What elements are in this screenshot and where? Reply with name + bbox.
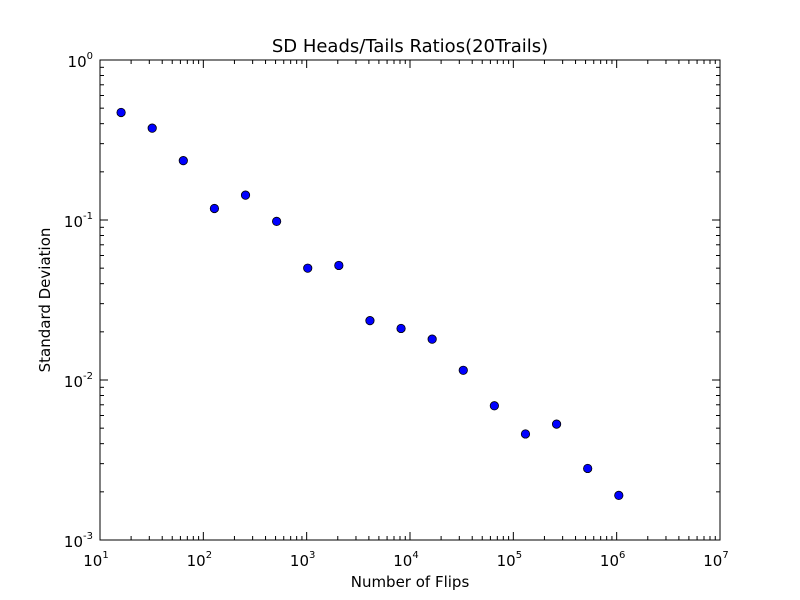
data-point	[116, 107, 126, 118]
data-point	[551, 419, 562, 429]
y-tick-label: 10-3	[64, 531, 93, 551]
data-point	[272, 216, 282, 227]
data-point	[396, 323, 406, 334]
data-point	[520, 429, 531, 439]
data-point	[427, 334, 437, 344]
data-point	[365, 316, 375, 326]
x-tick-label: 104	[393, 550, 418, 570]
axis-ticks	[99, 60, 720, 541]
y-tick-label: 10-1	[64, 211, 93, 231]
data-point	[209, 203, 220, 214]
y-tick-label: 100	[68, 51, 93, 71]
data-point	[583, 463, 593, 474]
data-point	[334, 260, 344, 271]
data-point	[178, 156, 188, 166]
data-point	[240, 190, 251, 200]
x-axis-label: Number of Flips	[351, 573, 470, 591]
x-tick-label: 107	[703, 550, 728, 570]
axis-tick-labels: 101 102 103 104 105 106 107 100 10-1 10-2 10-3	[64, 51, 729, 570]
x-tick-label: 102	[187, 550, 212, 570]
y-tick-label: 10-2	[64, 371, 93, 391]
x-tick-label: 106	[600, 550, 625, 570]
chart-title: SD Heads/Tails Ratios(20Trails)	[272, 36, 548, 57]
data-point	[147, 123, 157, 133]
data-point	[458, 365, 468, 375]
data-points	[116, 107, 624, 500]
data-point	[614, 490, 624, 500]
x-tick-label: 103	[290, 550, 315, 570]
plot-area	[99, 59, 721, 541]
x-tick-label: 101	[83, 550, 108, 570]
data-point	[303, 263, 313, 273]
y-axis-label: Standard Deviation	[36, 228, 54, 373]
x-tick-label: 105	[497, 550, 522, 570]
data-point	[489, 401, 499, 411]
